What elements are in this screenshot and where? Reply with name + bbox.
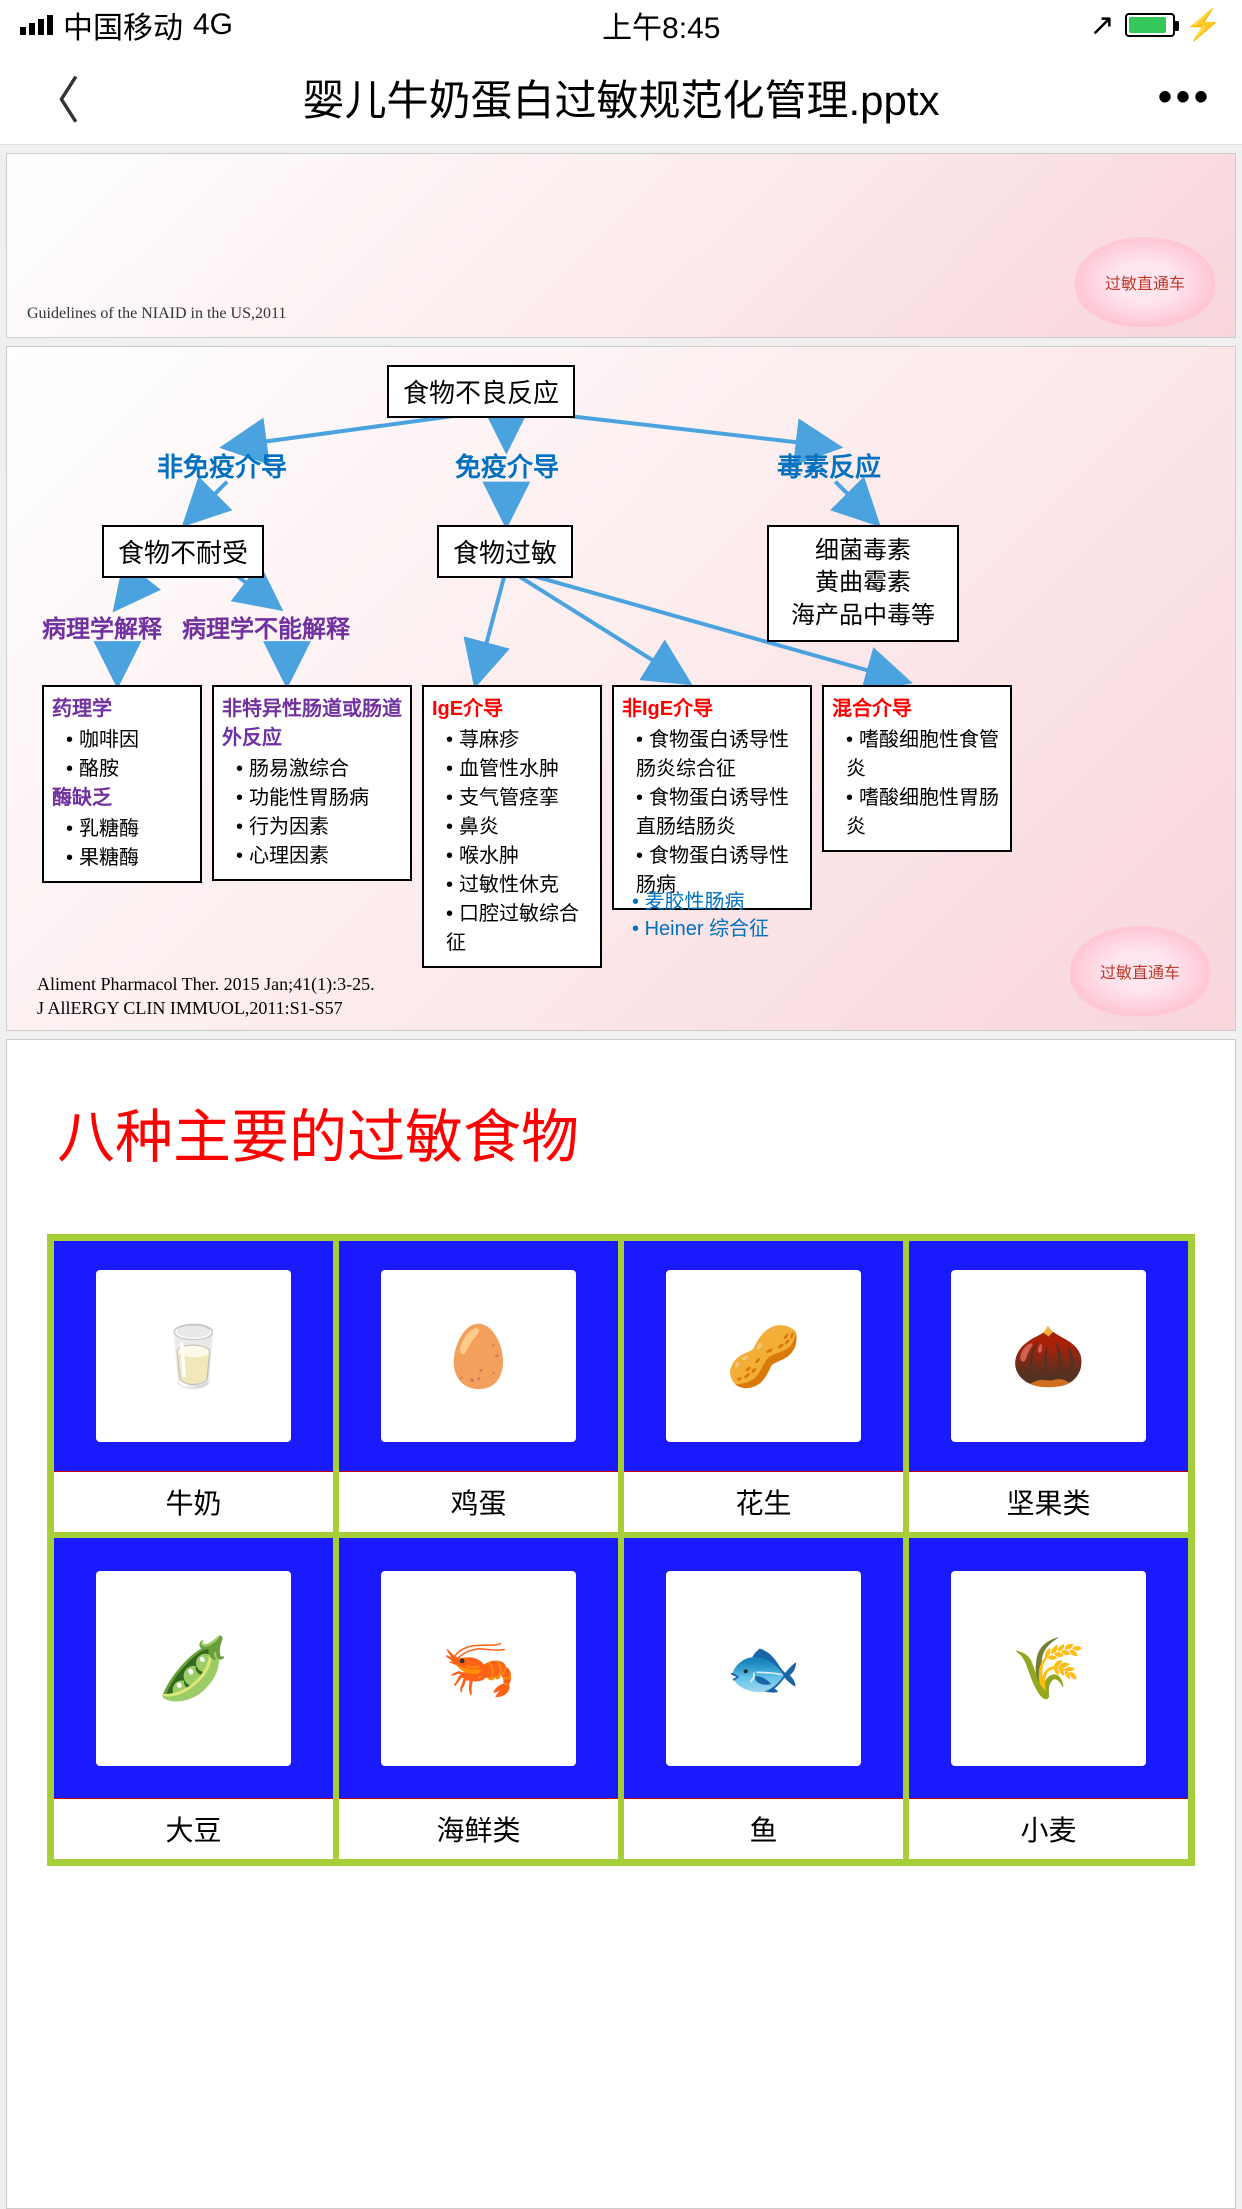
food-icon: 🐟 [666, 1571, 861, 1766]
food-cell-wheat: 🌾 小麦 [906, 1535, 1191, 1862]
flow-intol-right: 病理学不能解释 [182, 609, 350, 644]
flow-citation: Aliment Pharmacol Ther. 2015 Jan;41(1):3… [37, 973, 375, 1020]
more-button[interactable]: ••• [1152, 75, 1212, 120]
slide-prev-fragment: Guidelines of the NIAID in the US,2011 过… [6, 153, 1236, 338]
flow-root: 食物不良反应 [387, 365, 575, 418]
food-label: 小麦 [909, 1798, 1188, 1859]
food-label: 鱼 [624, 1798, 903, 1859]
flow-nonige-extra2: • Heiner 综合征 [632, 912, 769, 941]
food-label: 花生 [624, 1471, 903, 1532]
food-label: 大豆 [54, 1798, 333, 1859]
food-icon: 🌾 [951, 1571, 1146, 1766]
flow-intolerance: 食物不耐受 [102, 525, 264, 578]
flow-intol-left: 病理学解释 [42, 609, 162, 644]
flow-branch-nonimmune: 非免疫介导 [157, 447, 287, 484]
battery-icon [1125, 13, 1175, 37]
slide-foods: 八种主要的过敏食物 🥛 牛奶 🥚 鸡蛋 🥜 花生 🌰 坚果类 🫛 大豆 [6, 1039, 1236, 2209]
flow-box-nonige: 非IgE介导 食物蛋白诱导性肠炎综合征 食物蛋白诱导性直肠结肠炎 食物蛋白诱导性… [612, 685, 812, 910]
foods-title: 八种主要的过敏食物 [57, 1090, 1195, 1174]
clock: 上午8:45 [602, 3, 720, 47]
food-cell-peanut: 🥜 花生 [621, 1238, 906, 1535]
flow-box-mixed: 混合介导 嗜酸细胞性食管炎 嗜酸细胞性胃肠炎 [822, 685, 1012, 852]
mascot-logo-2: 过敏直通车 [1070, 926, 1210, 1016]
food-icon: 🥚 [381, 1270, 576, 1443]
page-title: 婴儿牛奶蛋白过敏规范化管理.pptx [90, 67, 1152, 128]
foods-grid: 🥛 牛奶 🥚 鸡蛋 🥜 花生 🌰 坚果类 🫛 大豆 🦐 海鲜类 [47, 1234, 1195, 1866]
flow-branch-immune: 免疫介导 [455, 447, 559, 484]
flow-toxin-box: 细菌毒素 黄曲霉素 海产品中毒等 [767, 525, 959, 642]
slide1-footnote: Guidelines of the NIAID in the US,2011 [27, 305, 286, 323]
charging-icon: ⚡ [1185, 8, 1222, 43]
mascot-logo: 过敏直通车 [1075, 237, 1215, 327]
food-cell-soy: 🫛 大豆 [51, 1535, 336, 1862]
food-label: 鸡蛋 [339, 1471, 618, 1532]
flow-allergy: 食物过敏 [437, 525, 573, 578]
flow-box-ige: IgE介导 荨麻疹 血管性水肿 支气管痉挛 鼻炎 喉水肿 过敏性休克 口腔过敏综… [422, 685, 602, 968]
flow-box-nonspec: 非特异性肠道或肠道外反应 肠易激综合 功能性胃肠病 行为因素 心理因素 [212, 685, 412, 881]
food-icon: 🫛 [96, 1571, 291, 1766]
signal-icon [20, 15, 53, 35]
status-left: 中国移动 4G [20, 3, 233, 47]
slide-flowchart: 食物不良反应 非免疫介导 免疫介导 毒素反应 食物不耐受 食物过敏 细菌毒素 黄… [6, 346, 1236, 1031]
status-bar: 中国移动 4G 上午8:45 ↗ ⚡ [0, 0, 1242, 50]
food-icon: 🦐 [381, 1571, 576, 1766]
food-icon: 🌰 [951, 1270, 1146, 1443]
food-cell-egg: 🥚 鸡蛋 [336, 1238, 621, 1535]
flow-nonige-extra1: • 麦胶性肠病 [632, 885, 745, 914]
food-label: 坚果类 [909, 1471, 1188, 1532]
food-icon: 🥛 [96, 1270, 291, 1443]
carrier-label: 中国移动 [63, 3, 183, 47]
food-cell-milk: 🥛 牛奶 [51, 1238, 336, 1535]
back-button[interactable]: 〈 [30, 61, 90, 133]
flow-box-pharma: 药理学 咖啡因 酪胺 酶缺乏 乳糖酶 果糖酶 [42, 685, 202, 883]
food-label: 牛奶 [54, 1471, 333, 1532]
status-right: ↗ ⚡ [1089, 8, 1222, 43]
food-label: 海鲜类 [339, 1798, 618, 1859]
slide-viewer[interactable]: Guidelines of the NIAID in the US,2011 过… [0, 153, 1242, 2209]
food-icon: 🥜 [666, 1270, 861, 1443]
network-label: 4G [193, 8, 233, 42]
food-cell-nuts: 🌰 坚果类 [906, 1238, 1191, 1535]
location-icon: ↗ [1089, 8, 1114, 43]
flow-branch-toxin: 毒素反应 [777, 447, 881, 484]
nav-bar: 〈 婴儿牛奶蛋白过敏规范化管理.pptx ••• [0, 50, 1242, 145]
food-cell-seafood: 🦐 海鲜类 [336, 1535, 621, 1862]
food-cell-fish: 🐟 鱼 [621, 1535, 906, 1862]
